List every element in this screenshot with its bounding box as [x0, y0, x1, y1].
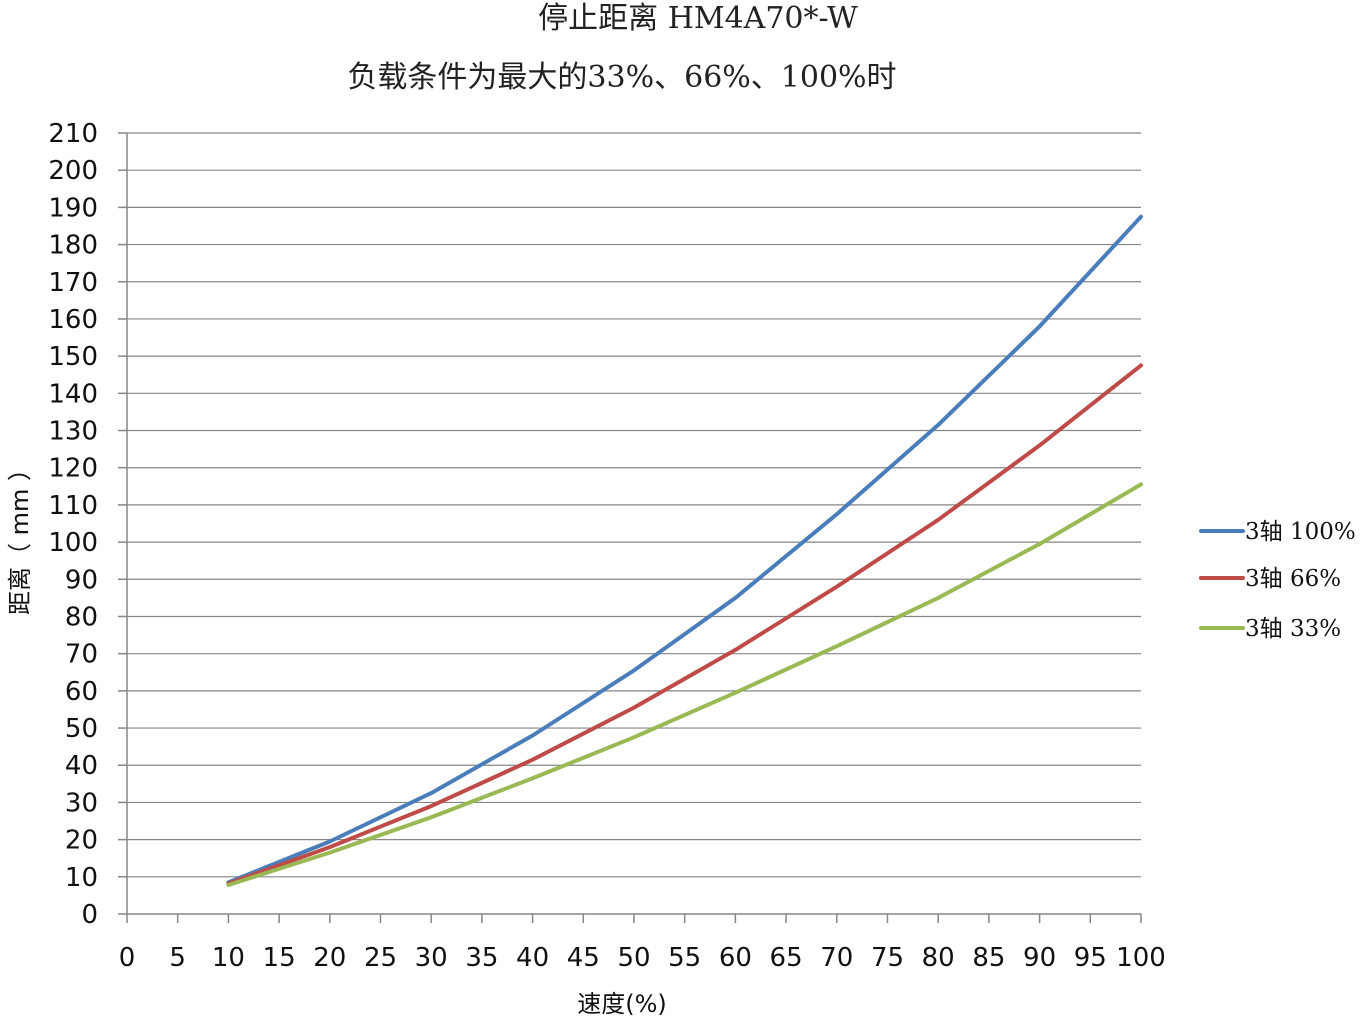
y-axis-label: 距离（ mm ）	[6, 457, 34, 615]
x-tick-label: 75	[871, 943, 904, 973]
y-tick-label: 100	[48, 528, 98, 558]
x-tick-label: 95	[1074, 943, 1107, 973]
chart-title: 停止距离 HM4A70*-W	[538, 1, 858, 36]
x-tick-label: 60	[719, 943, 752, 973]
y-tick-label: 90	[65, 565, 98, 595]
y-tick-label: 130	[48, 417, 98, 447]
y-tick-label: 200	[48, 156, 98, 186]
y-tick-label: 40	[65, 751, 98, 781]
series-line-1	[226, 214, 1143, 885]
x-tick-label: 80	[922, 943, 955, 973]
x-tick-label: 65	[770, 943, 803, 973]
y-tick-label: 30	[65, 788, 98, 818]
y-tick-label: 160	[48, 305, 98, 335]
series-line-3	[226, 482, 1143, 887]
y-tick-label: 180	[48, 231, 98, 261]
x-tick-label: 85	[972, 943, 1005, 973]
chart-subtitle: 负载条件为最大的33%、66%、100%时	[347, 60, 896, 95]
legend-label-3: 3轴 33%	[1245, 616, 1341, 642]
x-tick-label: 90	[1023, 943, 1056, 973]
x-tick-label: 55	[668, 943, 701, 973]
legend: 3轴 100% 3轴 66% 3轴 33%	[1199, 519, 1356, 642]
x-tick-label: 15	[263, 943, 296, 973]
gridlines	[127, 132, 1141, 878]
y-tick-label: 10	[65, 863, 98, 893]
x-tick-label: 25	[364, 943, 397, 973]
series-line-2	[226, 363, 1143, 886]
x-axis-label: 速度(%)	[577, 990, 667, 1018]
legend-label-2: 3轴 66%	[1245, 566, 1341, 592]
y-tick-label: 170	[48, 268, 98, 298]
y-tick-label: 0	[81, 900, 98, 930]
y-tick-label: 110	[48, 491, 98, 521]
x-tick-label: 30	[415, 943, 448, 973]
y-tick-label: 60	[65, 677, 98, 707]
x-tick-label: 20	[313, 943, 346, 973]
y-tick-label: 80	[65, 602, 98, 632]
x-tick-label: 70	[820, 943, 853, 973]
axes: 0102030405060708090100110120130140150160…	[48, 119, 1165, 973]
x-tick-label: 10	[212, 943, 245, 973]
x-tick-label: 50	[617, 943, 650, 973]
series-lines	[226, 214, 1143, 887]
x-tick-label: 0	[119, 943, 136, 973]
x-tick-label: 40	[516, 943, 549, 973]
x-tick-label: 45	[567, 943, 600, 973]
x-tick-label: 5	[169, 943, 186, 973]
y-tick-label: 150	[48, 342, 98, 372]
x-tick-label: 35	[465, 943, 498, 973]
y-tick-label: 120	[48, 454, 98, 484]
y-tick-label: 210	[48, 119, 98, 149]
y-tick-label: 70	[65, 640, 98, 670]
y-tick-label: 190	[48, 193, 98, 223]
x-tick-label: 100	[1116, 943, 1166, 973]
y-tick-label: 50	[65, 714, 98, 744]
y-tick-label: 20	[65, 826, 98, 856]
legend-label-1: 3轴 100%	[1245, 519, 1356, 545]
y-tick-label: 140	[48, 379, 98, 409]
